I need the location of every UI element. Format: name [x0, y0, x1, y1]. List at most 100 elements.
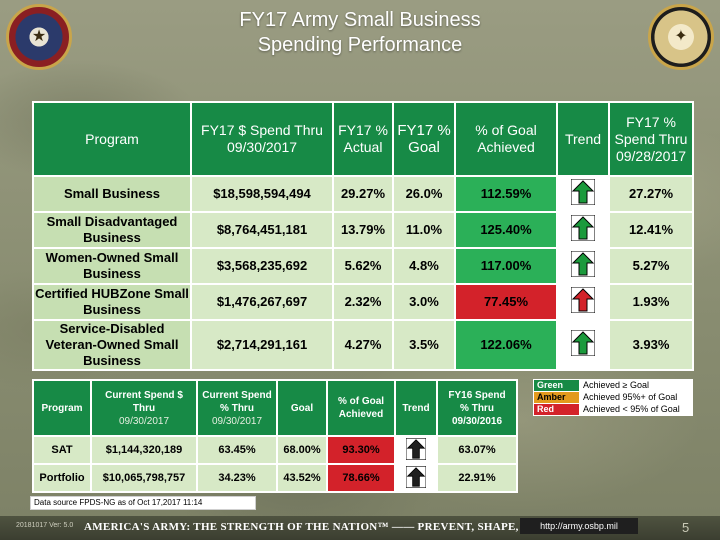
cell-spend: $3,568,235,692	[190, 247, 334, 285]
cell-achieved: 78.66%	[326, 463, 396, 493]
table-row: Certified HUBZone Small Business $1,476,2…	[32, 283, 694, 321]
cell-achieved: 93.30%	[326, 435, 396, 465]
legend-green-desc: Achieved ≥ Goal	[579, 379, 693, 392]
table-row: Women-Owned Small Business $3,568,235,692…	[32, 247, 694, 285]
spending-table: Program FY17 $ Spend Thru 09/30/2017 FY1…	[32, 101, 694, 371]
sub-header-spend-line2: Thru	[132, 402, 156, 414]
cell-fy16: 22.91%	[436, 463, 518, 493]
cell-program: Small Disadvantaged Business	[32, 211, 192, 249]
cell-program: Certified HUBZone Small Business	[32, 283, 192, 321]
cell-pct-goal: 125.40%	[454, 211, 558, 249]
sub-header-program: Program	[32, 379, 92, 437]
cell-pct-spend: 27.27%	[608, 175, 694, 213]
header-trend: Trend	[556, 101, 610, 177]
cell-program: Service-Disabled Veteran-Owned Small Bus…	[32, 319, 192, 371]
header-spend: FY17 $ Spend Thru 09/30/2017	[190, 101, 334, 177]
footer-banner: AMERICA'S ARMY: THE STRENGTH OF THE NATI…	[84, 521, 546, 533]
cell-pct-goal: 117.00%	[454, 247, 558, 285]
header-goal: FY17 % Goal	[392, 101, 456, 177]
cell-actual: 5.62%	[332, 247, 394, 285]
cell-actual: 2.32%	[332, 283, 394, 321]
title-line-2: Spending Performance	[257, 34, 463, 56]
cell-actual: 13.79%	[332, 211, 394, 249]
cell-trend	[556, 247, 610, 285]
cell-goal: 3.0%	[392, 283, 456, 321]
cell-pct: 63.45%	[196, 435, 278, 465]
cell-pct-goal: 112.59%	[454, 175, 558, 213]
dod-seal-icon: ★	[6, 4, 72, 70]
cell-spend: $8,764,451,181	[190, 211, 334, 249]
cell-spend: $1,476,267,697	[190, 283, 334, 321]
sub-header-fy16: FY16 Spend % Thru 09/30/2016	[436, 379, 518, 437]
sub-header-fy16-line3: 09/30/2016	[451, 415, 503, 427]
cell-pct-spend: 12.41%	[608, 211, 694, 249]
sub-header-spend: Current Spend $ Thru 09/30/2017	[90, 379, 198, 437]
sub-header-pct: Current Spend % Thru 09/30/2017	[196, 379, 278, 437]
up-arrow-icon	[405, 437, 427, 460]
status-legend: Green Achieved ≥ Goal Amber Achieved 95%…	[533, 379, 693, 416]
cell-pct-spend: 3.93%	[608, 319, 694, 371]
sub-header-pct-line2: % Thru	[220, 402, 254, 414]
sub-header-spend-line3: 09/30/2017	[118, 415, 170, 427]
header-program: Program	[32, 101, 192, 177]
cell-pct: 34.23%	[196, 463, 278, 493]
sub-header-pct-line3: 09/30/2017	[211, 415, 263, 427]
legend-row-green: Green Achieved ≥ Goal	[533, 379, 693, 392]
sub-header-pct-line1: Current Spend	[202, 389, 272, 401]
cell-trend	[556, 283, 610, 321]
cell-trend	[394, 435, 438, 465]
table-row: Small Disadvantaged Business $8,764,451,1…	[32, 211, 694, 249]
cell-trend	[556, 211, 610, 249]
table-row: SAT $1,144,320,189 63.45% 68.00% 93.30% 63.07…	[32, 435, 518, 465]
up-arrow-icon	[570, 329, 596, 357]
cell-actual: 29.27%	[332, 175, 394, 213]
up-arrow-icon	[570, 178, 596, 206]
sub-header-trend: Trend	[394, 379, 438, 437]
header-pct-spend: FY17 % Spend Thru 09/28/2017	[608, 101, 694, 177]
cell-goal: 4.8%	[392, 247, 456, 285]
table-header-row: Program FY17 $ Spend Thru 09/30/2017 FY1…	[32, 101, 694, 177]
footer-url-link[interactable]: http://army.osbp.mil	[520, 518, 638, 534]
cell-program: Portfolio	[32, 463, 92, 493]
sub-header-achieved: % of Goal Achieved	[326, 379, 396, 437]
legend-amber-label: Amber	[533, 391, 580, 404]
up-arrow-icon	[405, 465, 427, 488]
legend-row-amber: Amber Achieved 95%+ of Goal	[533, 391, 693, 404]
sat-portfolio-table: Program Current Spend $ Thru 09/30/2017 …	[32, 379, 518, 493]
table-row: Small Business $18,598,594,494 29.27% 26.0%…	[32, 175, 694, 213]
header-pct-goal: % of Goal Achieved	[454, 101, 558, 177]
cell-actual: 4.27%	[332, 319, 394, 371]
page-number: 5	[682, 520, 690, 535]
cell-trend	[556, 175, 610, 213]
cell-fy16: 63.07%	[436, 435, 518, 465]
cell-goal: 11.0%	[392, 211, 456, 249]
sub-header-spend-line1: Current Spend $	[105, 389, 183, 401]
title-line-1: FY17 Army Small Business	[239, 9, 481, 31]
cell-goal: 68.00%	[276, 435, 328, 465]
sub-table-header-row: Program Current Spend $ Thru 09/30/2017 …	[32, 379, 518, 437]
cell-pct-goal: 122.06%	[454, 319, 558, 371]
up-arrow-icon	[570, 214, 596, 242]
cell-goal: 26.0%	[392, 175, 456, 213]
legend-red-label: Red	[533, 403, 580, 416]
army-seal-icon: ✦	[648, 4, 714, 70]
sub-header-fy16-line2: % Thru	[460, 402, 494, 414]
cell-goal: 3.5%	[392, 319, 456, 371]
cell-program: SAT	[32, 435, 92, 465]
cell-program: Small Business	[32, 175, 192, 213]
table-row: Portfolio $10,065,798,757 34.23% 43.52% 78.6…	[32, 463, 518, 493]
legend-red-desc: Achieved < 95% of Goal	[579, 403, 693, 416]
cell-spend: $18,598,594,494	[190, 175, 334, 213]
up-arrow-icon	[570, 250, 596, 278]
sub-header-goal: Goal	[276, 379, 328, 437]
cell-goal: 43.52%	[276, 463, 328, 493]
cell-pct-spend: 5.27%	[608, 247, 694, 285]
legend-green-label: Green	[533, 379, 580, 392]
footer-version: 20181017 Ver: 5.0	[16, 522, 74, 529]
cell-pct-spend: 1.93%	[608, 283, 694, 321]
sub-header-fy16-line1: FY16 Spend	[448, 389, 506, 401]
legend-amber-desc: Achieved 95%+ of Goal	[579, 391, 693, 404]
table-row: Service-Disabled Veteran-Owned Small Bus…	[32, 319, 694, 371]
data-source-note: Data source FPDS-NG as of Oct 17,2017 11…	[30, 496, 256, 510]
page-title: FY17 Army Small Business Spending Perfor…	[150, 8, 570, 58]
